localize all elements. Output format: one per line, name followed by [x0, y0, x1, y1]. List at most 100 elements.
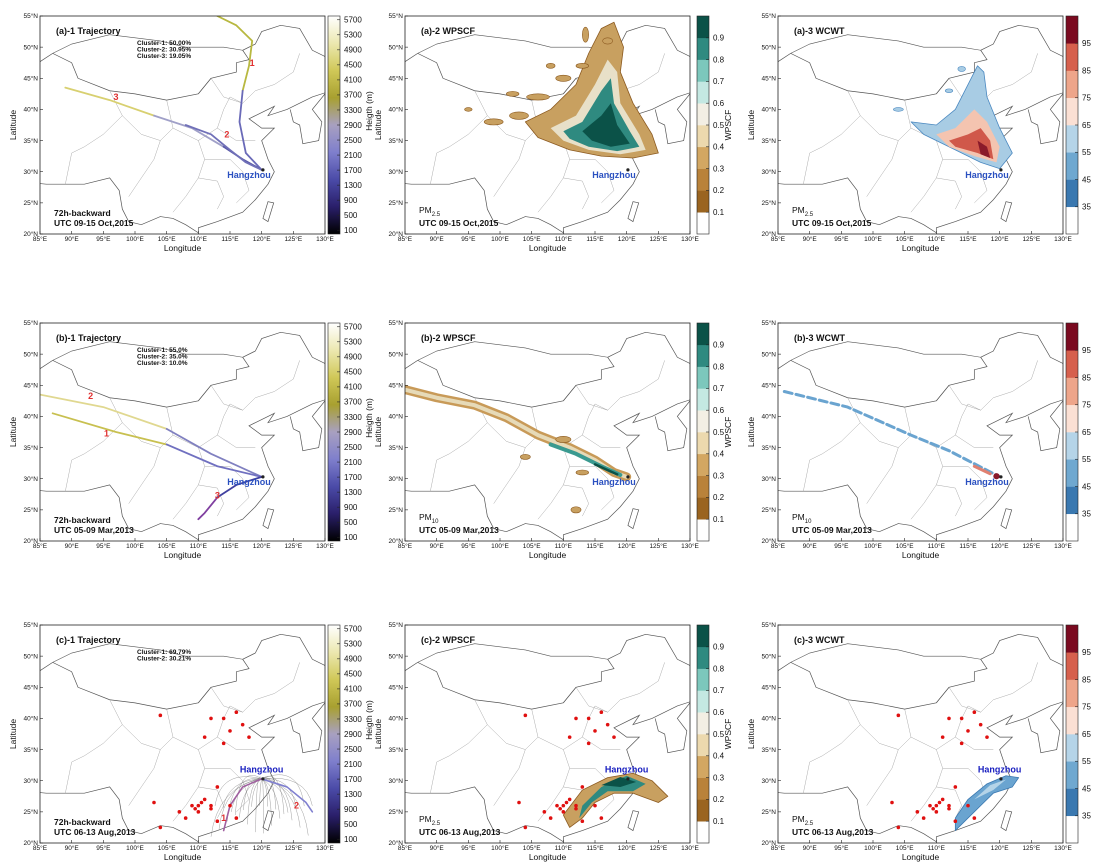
- x-tick-label: 115°E: [221, 235, 239, 243]
- panel-note: UTC 09-15 Oct,2015: [419, 218, 499, 228]
- x-axis-label: Longitude: [164, 243, 202, 253]
- colorbar-tick-label: 4500: [344, 670, 362, 679]
- station-point: [626, 475, 630, 479]
- fire-point: [605, 722, 610, 727]
- station-point: [261, 475, 265, 479]
- y-tick-label: 25°N: [388, 506, 403, 514]
- x-tick-label: 115°E: [959, 235, 977, 243]
- colorbar-tick-label: 4900: [344, 353, 362, 362]
- map-background: [778, 323, 1063, 541]
- colorbar-bin: [1066, 404, 1078, 433]
- colorbar-bin: [697, 690, 709, 713]
- colorbar-tick-label: 0.9: [713, 341, 725, 350]
- fire-point: [953, 819, 958, 823]
- colorbar-tick-label: 45: [1082, 784, 1091, 793]
- colorbar-bin: [697, 712, 709, 735]
- y-axis-label: Latitude: [8, 110, 18, 141]
- x-tick-label: 110°E: [928, 542, 946, 550]
- map-feature: [519, 454, 531, 460]
- x-tick-label: 115°E: [221, 844, 239, 852]
- colorbar-bin: [697, 475, 709, 498]
- y-tick-label: 30°N: [23, 168, 38, 176]
- colorbar-tick-label: 0.6: [713, 406, 725, 415]
- map-feature: [51, 412, 168, 446]
- colorbar-tick-label: 5700: [344, 323, 362, 332]
- map-area: [778, 323, 1063, 541]
- x-axis-label: Longitude: [902, 243, 940, 253]
- x-tick-label: 105°E: [896, 844, 914, 852]
- fire-point: [972, 816, 977, 820]
- fire-point: [580, 819, 585, 823]
- map-feature: [575, 63, 589, 69]
- fire-point: [158, 825, 163, 830]
- y-tick-label: 55°N: [23, 12, 38, 20]
- species-label: PM2.5: [792, 205, 814, 218]
- colorbar: [328, 323, 340, 541]
- colorbar-bin: [1066, 788, 1078, 817]
- colorbar-bin: [697, 125, 709, 148]
- x-tick-label: 130°E: [1054, 542, 1072, 550]
- colorbar-bin: [1066, 206, 1078, 235]
- colorbar-tick-label: 0.9: [713, 34, 725, 43]
- map-area: [40, 323, 325, 541]
- species-label: PM2.5: [419, 205, 441, 218]
- x-tick-label: 120°E: [991, 235, 1009, 243]
- colorbar-tick-label: 2500: [344, 136, 362, 145]
- y-tick-label: 40°N: [761, 106, 776, 114]
- colorbar-tick-label: 2100: [344, 458, 362, 467]
- trajectory-label: 1: [104, 428, 109, 438]
- map-feature: [944, 88, 954, 93]
- x-tick-label: 120°E: [618, 542, 636, 550]
- y-tick-label: 25°N: [761, 506, 776, 514]
- colorbar-bin: [1066, 761, 1078, 789]
- y-tick-label: 35°N: [388, 746, 403, 754]
- map-area: [405, 323, 690, 541]
- colorbar-tick-label: 900: [344, 503, 358, 512]
- panel-title: (b)-1 Trajectory: [56, 333, 121, 343]
- colorbar-tick-label: 0.5: [713, 121, 725, 130]
- colorbar-tick-label: 1700: [344, 473, 362, 482]
- species-base: PM: [419, 814, 432, 824]
- colorbar-tick-label: 95: [1082, 648, 1091, 657]
- colorbar-bin: [697, 16, 709, 39]
- x-tick-label: 105°E: [158, 844, 176, 852]
- species-base: PM: [792, 512, 805, 522]
- map-feature: [526, 93, 550, 101]
- map-feature: [64, 86, 155, 117]
- trajectory-label: 2: [294, 801, 299, 811]
- colorbar-tick-label: 100: [344, 835, 358, 844]
- map-feature: [483, 118, 504, 126]
- colorbar-bin: [1066, 815, 1078, 844]
- map-feature: [165, 443, 263, 478]
- x-axis-label: Longitude: [164, 550, 202, 560]
- map-feature: [974, 779, 1006, 800]
- species-subscript: 2.5: [432, 212, 441, 218]
- y-tick-label: 25°N: [388, 808, 403, 816]
- map-feature: [977, 140, 991, 159]
- x-tick-label: 110°E: [555, 542, 573, 550]
- trajectory-label: 1: [250, 58, 255, 68]
- y-tick-label: 40°N: [761, 413, 776, 421]
- fire-point: [548, 816, 553, 820]
- fire-point: [523, 825, 528, 830]
- colorbar-bin: [1066, 625, 1078, 653]
- map-feature: [782, 390, 1002, 479]
- colorbar-tick-label: 75: [1082, 703, 1091, 712]
- colorbar-tick-label: 45: [1082, 175, 1091, 184]
- map-feature: [260, 778, 314, 813]
- colorbar-tick-label: 500: [344, 518, 358, 527]
- y-tick-label: 50°N: [388, 652, 403, 660]
- y-tick-label: 40°N: [23, 106, 38, 114]
- fire-point: [931, 806, 935, 811]
- y-tick-label: 45°N: [761, 381, 776, 389]
- colorbar-bin: [1066, 179, 1078, 208]
- y-tick-label: 45°N: [388, 74, 403, 82]
- fire-point: [567, 797, 572, 802]
- fire-point: [193, 806, 197, 811]
- map-feature: [165, 427, 263, 478]
- x-tick-label: 110°E: [190, 235, 208, 243]
- y-tick-label: 25°N: [761, 808, 776, 816]
- x-tick-label: 130°E: [681, 844, 699, 852]
- y-tick-label: 25°N: [23, 199, 38, 207]
